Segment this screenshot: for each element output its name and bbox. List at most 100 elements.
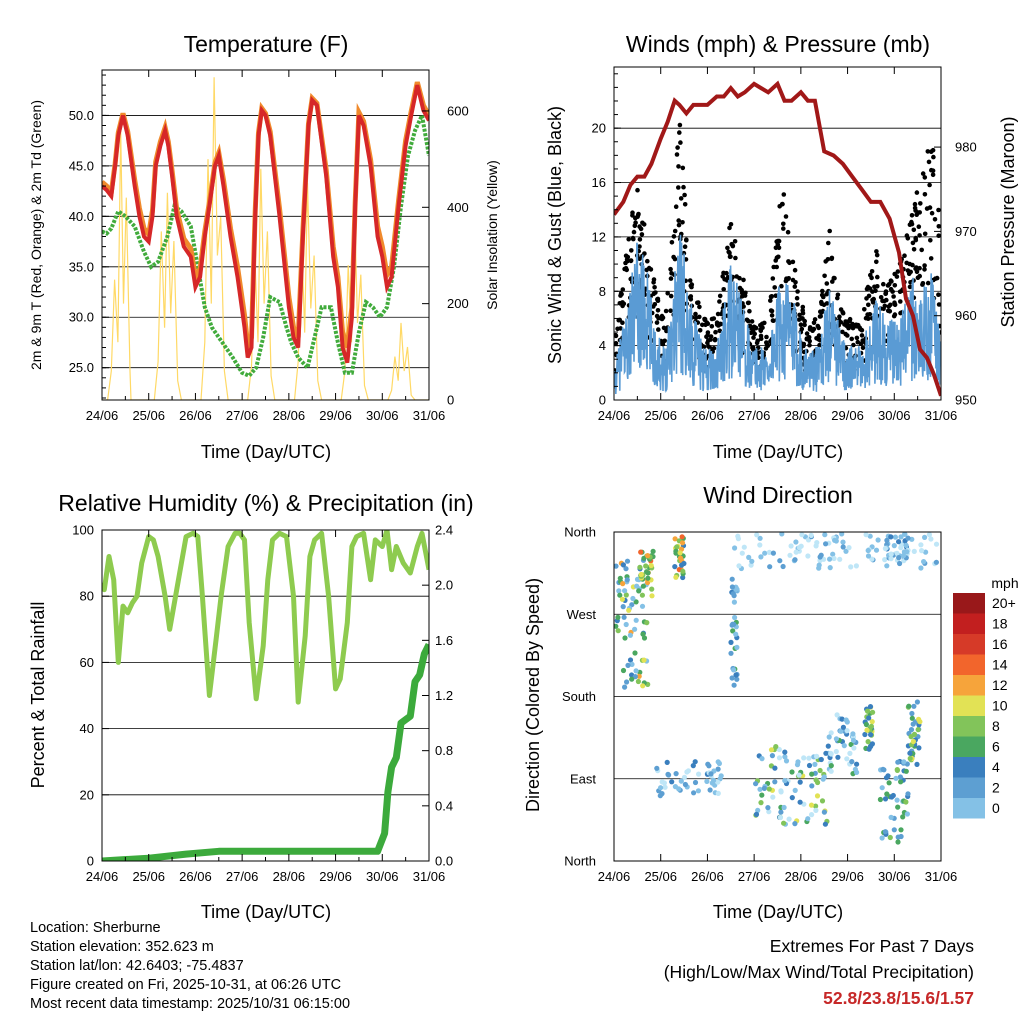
- direction-point: [759, 756, 765, 762]
- direction-point: [919, 548, 925, 554]
- y-tick-label: 8: [599, 284, 606, 299]
- gust-point: [936, 302, 941, 307]
- direction-point: [765, 805, 771, 811]
- x-tick-label: 29/06: [319, 408, 352, 423]
- gust-point: [695, 300, 700, 306]
- y2-tick-label: 1.6: [435, 633, 453, 648]
- direction-point: [884, 563, 890, 569]
- direction-point: [729, 576, 735, 582]
- gust-point: [783, 214, 789, 219]
- gust-point: [688, 283, 694, 289]
- gust-point: [798, 322, 804, 328]
- gust-point: [880, 298, 885, 304]
- gust-point: [774, 264, 779, 270]
- gust-point: [625, 258, 630, 264]
- gust-point: [772, 285, 777, 290]
- direction-point: [674, 544, 680, 550]
- x-tick-label: 31/06: [925, 869, 958, 884]
- y2-tick-label: 960: [955, 308, 977, 323]
- direction-point: [641, 635, 648, 641]
- direction-point: [834, 712, 840, 718]
- direction-point: [897, 774, 904, 780]
- gust-point: [936, 292, 941, 298]
- direction-point: [620, 581, 626, 587]
- gust-point: [751, 335, 756, 340]
- gust-point: [912, 201, 918, 207]
- gust-point: [770, 318, 776, 323]
- gust-point: [817, 342, 822, 348]
- gust-point: [914, 269, 920, 275]
- direction-point: [844, 719, 850, 725]
- x-tick-label: 27/06: [226, 408, 259, 423]
- x-tick-label: 28/06: [785, 869, 818, 884]
- direction-point: [833, 748, 839, 755]
- gust-point: [800, 304, 806, 310]
- gust-point: [633, 215, 638, 221]
- gust-point: [930, 147, 936, 153]
- gust-point: [676, 164, 681, 169]
- direction-point: [636, 588, 642, 594]
- gust-point: [659, 316, 665, 322]
- direction-point: [648, 562, 654, 569]
- direction-point: [778, 788, 784, 794]
- gust-point: [669, 240, 675, 245]
- latest-timestamp: Most recent data timestamp: 2025/10/31 0…: [30, 996, 351, 1012]
- gust-point: [888, 302, 893, 308]
- gust-point: [639, 232, 645, 237]
- direction-point: [816, 562, 822, 568]
- gust-point: [878, 295, 884, 300]
- direction-point: [758, 554, 764, 560]
- direction-point: [886, 780, 892, 786]
- gust-point: [872, 284, 877, 290]
- direction-point: [757, 542, 763, 548]
- gust-point: [806, 335, 812, 340]
- direction-point: [809, 771, 815, 777]
- direction-point: [627, 632, 634, 638]
- gust-point: [855, 324, 860, 329]
- direction-point: [733, 672, 739, 678]
- gust-point: [745, 300, 751, 306]
- direction-point: [812, 761, 818, 768]
- y-tick-label: 12: [592, 229, 606, 244]
- gust-point: [671, 234, 677, 239]
- gust-point: [929, 210, 935, 216]
- gust-point: [936, 233, 941, 238]
- direction-point: [903, 542, 909, 549]
- direction-point: [617, 592, 623, 598]
- gust-point: [874, 259, 879, 265]
- gust-point: [928, 256, 934, 261]
- direction-point: [850, 737, 857, 744]
- direction-point: [779, 532, 785, 537]
- direction-point: [614, 563, 619, 569]
- direction-point: [786, 816, 792, 822]
- direction-point: [679, 534, 685, 540]
- gust-point: [668, 266, 673, 272]
- direction-point: [863, 532, 869, 538]
- direction-point: [819, 798, 826, 804]
- direction-point: [620, 562, 627, 568]
- gust-point: [655, 308, 661, 313]
- direction-point: [853, 563, 860, 569]
- x-tick-label: 26/06: [179, 408, 212, 423]
- direction-point: [797, 799, 803, 805]
- gust-point: [682, 202, 688, 207]
- direction-point: [637, 564, 643, 570]
- direction-point: [870, 709, 876, 715]
- direction-point: [844, 756, 850, 762]
- gust-point: [849, 336, 854, 342]
- direction-point: [734, 644, 740, 651]
- direction-point: [854, 761, 860, 767]
- gust-point: [854, 335, 860, 341]
- direction-point: [801, 755, 807, 761]
- gust-point: [790, 259, 796, 265]
- direction-point: [634, 576, 641, 583]
- gust-point: [713, 329, 718, 335]
- direction-point: [761, 785, 768, 792]
- x-tick-label: 27/06: [226, 869, 259, 884]
- gust-point: [797, 312, 802, 318]
- gust-point: [668, 276, 674, 281]
- direction-label: North: [564, 854, 596, 869]
- direction-point: [916, 745, 922, 751]
- direction-label: South: [562, 689, 596, 704]
- gust-point: [920, 281, 926, 286]
